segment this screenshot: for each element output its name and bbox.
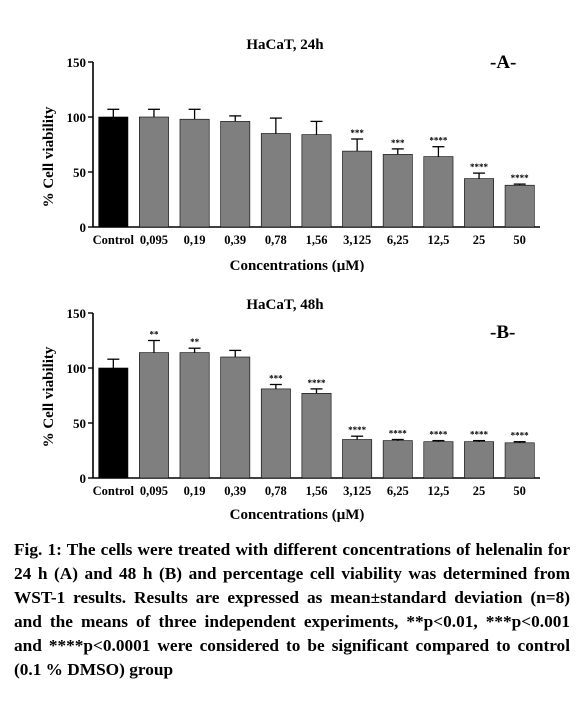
significance-label: **** xyxy=(470,162,489,172)
significance-label: **** xyxy=(389,429,408,439)
y-tick-label: 150 xyxy=(67,306,87,321)
bar xyxy=(98,367,129,479)
significance-label: ** xyxy=(190,337,200,347)
x-tick-label: 50 xyxy=(513,484,526,498)
bar xyxy=(423,156,454,228)
bar xyxy=(504,442,535,479)
bar xyxy=(260,388,291,479)
x-tick-label: 0,19 xyxy=(184,484,206,498)
x-axis-label: Concentrations (μM) xyxy=(230,258,365,272)
chart-a: HaCaT, 24h -A- % Cell viability Concentr… xyxy=(41,37,540,272)
chart-title: HaCaT, 48h xyxy=(246,297,324,313)
bar xyxy=(342,150,373,228)
x-tick-label: 12,5 xyxy=(427,484,449,498)
bar xyxy=(464,441,494,479)
bar xyxy=(382,154,413,228)
x-tick-label: 0,095 xyxy=(140,484,168,498)
bar xyxy=(504,184,535,228)
y-tick-label: 0 xyxy=(80,220,87,235)
x-tick-label: 6,25 xyxy=(387,233,409,247)
bar xyxy=(464,178,494,228)
x-tick-label: 0,095 xyxy=(140,233,168,247)
x-tick-label: 1,56 xyxy=(306,484,328,498)
significance-label: ** xyxy=(149,330,159,340)
x-tick-label: Control xyxy=(93,484,135,498)
x-tick-label: 3,125 xyxy=(343,233,371,247)
significance-label: **** xyxy=(470,430,489,440)
chart-b: HaCaT, 48h -B- % Cell viability Concentr… xyxy=(41,297,540,523)
y-axis-label: % Cell viability xyxy=(41,346,57,447)
bar xyxy=(260,133,291,228)
x-tick-label: 0,39 xyxy=(224,233,246,247)
x-tick-label: 25 xyxy=(473,484,486,498)
y-tick-label: 100 xyxy=(67,361,87,376)
bar xyxy=(139,352,169,479)
bar xyxy=(179,118,210,228)
x-tick-label: 0,78 xyxy=(265,233,287,247)
significance-label: **** xyxy=(511,431,530,441)
y-tick-label: 0 xyxy=(80,471,87,486)
y-tick-label: 100 xyxy=(67,110,87,125)
bar xyxy=(139,116,169,228)
figure-caption: Fig. 1: The cells were treated with diff… xyxy=(14,540,570,679)
plot-area: 0 50 100 150 Control ** 0,095 ** 0,19 0,39 *** 0,78… xyxy=(67,306,540,498)
panel-label: -B- xyxy=(490,322,515,343)
x-tick-label: 0,19 xyxy=(184,233,206,247)
y-tick-label: 50 xyxy=(73,416,86,431)
significance-label: **** xyxy=(429,430,448,440)
bar xyxy=(423,441,454,479)
bar xyxy=(342,439,373,479)
x-tick-label: 0,39 xyxy=(224,484,246,498)
x-tick-label: 25 xyxy=(473,233,486,247)
x-tick-label: 0,78 xyxy=(265,484,287,498)
bar xyxy=(98,116,129,228)
plot-area: 0 50 100 150 Control 0,095 0,19 0,39 0,78 1,56 ***… xyxy=(67,55,540,247)
significance-label: **** xyxy=(511,173,530,183)
bar xyxy=(301,134,332,228)
x-axis-label: Concentrations (μM) xyxy=(230,507,365,523)
significance-label: *** xyxy=(391,138,405,148)
bar xyxy=(301,393,332,479)
bar xyxy=(220,356,251,479)
chart-title: HaCaT, 24h xyxy=(246,37,324,53)
y-axis-label: % Cell viability xyxy=(41,106,57,207)
x-tick-label: Control xyxy=(93,233,135,247)
significance-label: **** xyxy=(308,378,327,388)
x-tick-label: 50 xyxy=(513,233,526,247)
x-tick-label: 3,125 xyxy=(343,484,371,498)
panel-label: -A- xyxy=(490,52,516,73)
y-tick-label: 50 xyxy=(73,165,86,180)
x-tick-label: 1,56 xyxy=(306,233,328,247)
bar xyxy=(382,440,413,479)
bar xyxy=(179,352,210,479)
significance-label: *** xyxy=(350,128,364,138)
x-tick-label: 6,25 xyxy=(387,484,409,498)
significance-label: **** xyxy=(429,136,448,146)
significance-label: *** xyxy=(269,374,283,384)
significance-label: **** xyxy=(348,425,367,435)
y-tick-label: 150 xyxy=(67,55,87,70)
x-tick-label: 12,5 xyxy=(427,233,449,247)
bar xyxy=(220,121,251,228)
